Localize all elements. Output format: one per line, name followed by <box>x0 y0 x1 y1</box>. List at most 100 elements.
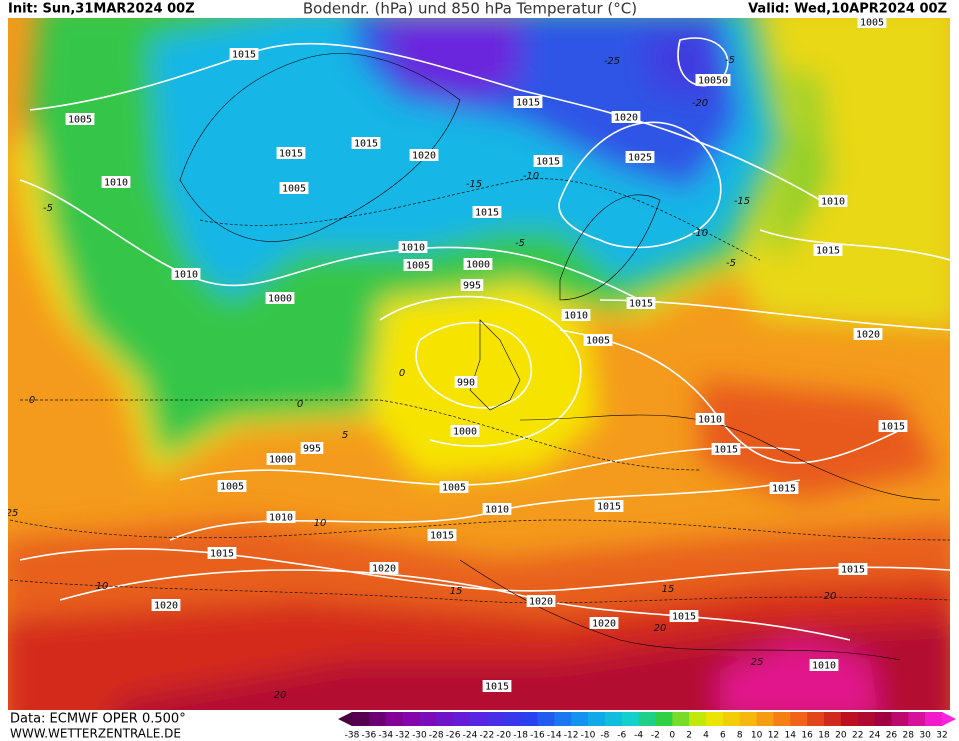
isobar <box>19 179 641 301</box>
data-source: Data: ECMWF OPER 0.500° <box>10 712 186 727</box>
colorbar-segment <box>537 712 555 726</box>
colorbar-label: -24 <box>463 731 478 741</box>
temperature-label: -25 <box>604 56 620 67</box>
map-title: Bodendr. (hPa) und 850 hPa Temperatur (°… <box>303 0 637 18</box>
isobar-label: 990 <box>457 378 475 389</box>
colorbar-label: 22 <box>852 731 863 741</box>
colorbar-label: 8 <box>737 731 743 741</box>
temperature-label: -5 <box>725 55 735 66</box>
isotherms <box>9 178 950 604</box>
colorbar-label: -38 <box>345 731 360 741</box>
isobar-label: 1015 <box>597 502 621 513</box>
isobar-label-box <box>857 18 887 28</box>
isobar-label: 1015 <box>485 682 509 693</box>
isobar-label: 1010 <box>564 311 588 322</box>
colorbar-segment <box>368 712 387 726</box>
isobar <box>19 547 950 592</box>
isobar-label-box <box>583 334 613 346</box>
isobar-label-box <box>813 244 843 256</box>
isobar <box>415 321 533 409</box>
colorbar-label: 6 <box>720 731 726 741</box>
colorbar-label: 18 <box>818 731 830 741</box>
isobar-label: 1005 <box>406 261 430 272</box>
isobar-label-box <box>171 268 201 280</box>
isobar-label: 1000 <box>268 294 292 305</box>
colorbar-segment <box>840 712 859 726</box>
isobar <box>379 295 582 447</box>
isobar-label: 1020 <box>592 619 616 630</box>
isobar-label-box <box>818 195 848 207</box>
temperature-label: 25 <box>6 508 19 519</box>
colorbar-segment <box>908 712 926 726</box>
temperature-label: 15 <box>450 586 463 597</box>
colorbar-label: -30 <box>412 731 427 741</box>
isotherm <box>9 519 950 541</box>
isobar-label: 1015 <box>772 484 796 495</box>
colorbar-label: -4 <box>634 731 643 741</box>
colorbar-label: 4 <box>703 731 709 741</box>
isobar-label: 1010 <box>698 415 722 426</box>
isobar-label-box <box>427 529 457 541</box>
isobar-label: 1015 <box>841 565 865 576</box>
colorbar-segment <box>520 712 538 726</box>
isotherm <box>9 579 950 604</box>
temperature-label: 5 <box>342 430 348 441</box>
temperature-label: -5 <box>515 238 525 249</box>
temperature-label: -20 <box>692 98 708 109</box>
colorbar-segment <box>638 712 656 726</box>
isobar-label: 1010 <box>821 197 845 208</box>
isobar-label-box <box>695 413 725 425</box>
isobar-label-box <box>526 595 556 607</box>
isobar <box>179 446 801 486</box>
colorbar-label: 26 <box>886 731 898 741</box>
colorbar-segment <box>385 712 404 726</box>
colorbar-segment <box>672 712 690 726</box>
isotherm <box>199 178 761 261</box>
colorbar-segment <box>756 712 774 726</box>
isobar-label: 1000 <box>453 427 477 438</box>
temperature-label: 10 <box>314 518 327 529</box>
isobar-label: 1025 <box>628 153 652 164</box>
isobar-label: 1015 <box>881 422 905 433</box>
isobar-label-box <box>561 309 591 321</box>
temperature-label: -5 <box>43 203 53 214</box>
colorbar-label: 14 <box>785 731 797 741</box>
colorbar-label: -8 <box>600 731 609 741</box>
colorbar-label: -28 <box>429 731 444 741</box>
colorbar-label: 10 <box>751 731 763 741</box>
isobar-label-box <box>266 511 296 523</box>
isobar <box>59 569 851 641</box>
colorbar-arrow-left <box>338 712 352 726</box>
isobar-labels: 1015100510151015102010051010101010151020… <box>65 18 908 693</box>
colorbar-label: -22 <box>480 731 495 741</box>
isobar-label: 1020 <box>856 330 880 341</box>
isobar-label-box <box>769 482 799 494</box>
isobar-label-box <box>533 155 563 167</box>
isobar-label: 1015 <box>536 157 560 168</box>
colorbar-segment <box>486 712 505 726</box>
colorbar-label: 30 <box>919 731 931 741</box>
colorbar-segment <box>453 712 471 726</box>
isobar-label: 1015 <box>354 139 378 150</box>
colorbar-label: -12 <box>564 731 579 741</box>
isobar-label-box <box>625 151 655 163</box>
temperature-label: -5 <box>726 258 736 269</box>
greenland <box>179 53 461 242</box>
isobar-label: 1015 <box>475 208 499 219</box>
britain <box>469 319 521 411</box>
colorbar-label: 32 <box>936 731 947 741</box>
temperature-label: 0 <box>297 399 303 410</box>
colorbar-segment <box>503 712 522 726</box>
colorbar-segment <box>891 712 909 726</box>
colorbar-segment <box>773 712 791 726</box>
temperature-label: 0 <box>29 395 35 406</box>
colorbar-segment <box>621 712 640 726</box>
isobar-label-box <box>669 610 699 622</box>
isobar-label: 1015 <box>714 445 738 456</box>
isotherm <box>20 399 701 471</box>
isobar-label-box <box>450 425 480 437</box>
temperature-label: 25 <box>751 657 764 668</box>
field <box>370 290 600 480</box>
isobar-label-box <box>279 182 309 194</box>
